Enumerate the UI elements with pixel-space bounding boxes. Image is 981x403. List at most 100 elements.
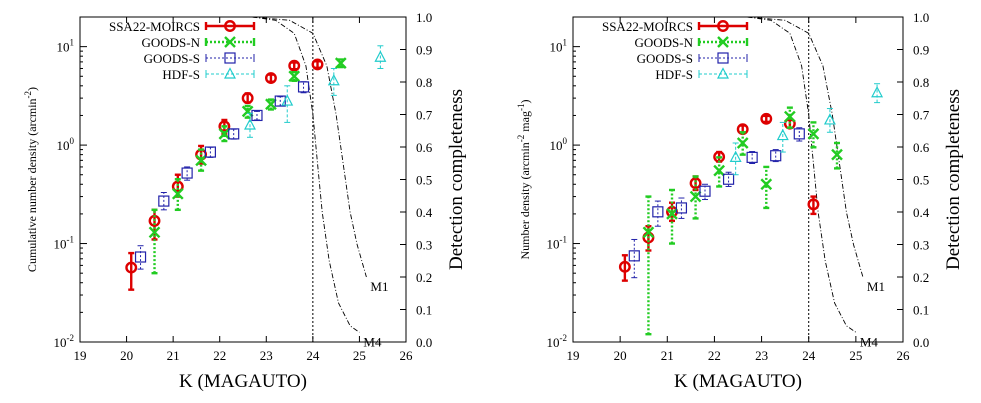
series-goods-n xyxy=(148,57,347,275)
y-tick-base: 10 xyxy=(547,335,560,350)
data-point xyxy=(736,131,749,156)
y2-tick-label: 0.2 xyxy=(913,270,929,285)
marker-square xyxy=(134,251,147,263)
marker-x-b xyxy=(218,128,231,140)
y-axis-label-part: ) xyxy=(25,87,39,91)
data-point xyxy=(311,58,324,71)
y-tick-exp: 0 xyxy=(563,136,568,146)
completeness-curve-M4 xyxy=(747,16,857,333)
x-tick-label: 23 xyxy=(260,348,273,363)
marker-x-b xyxy=(784,110,796,123)
y-axis-label: Cumulative number density (arcmin-2) xyxy=(23,87,39,272)
marker-x-b xyxy=(642,226,655,239)
y-tick-label: 100 xyxy=(550,136,568,153)
marker-square xyxy=(699,185,711,197)
x-tick-label: 23 xyxy=(755,348,768,363)
data-point xyxy=(689,175,702,220)
data-point xyxy=(793,127,805,142)
completeness-label: M1 xyxy=(867,279,885,294)
y-tick-base: 10 xyxy=(57,138,70,153)
chart-panel-2: 19 20 21 22 23 24 25 2610-210-11001010.00.10.20… xyxy=(516,10,964,392)
y-tick-label: 10-1 xyxy=(547,235,568,252)
marker-square xyxy=(224,52,236,64)
marker-circle xyxy=(689,177,702,190)
marker-x-b xyxy=(265,98,277,111)
y2-tick-label: 0.9 xyxy=(913,43,929,58)
y-tick-label: 100 xyxy=(57,136,75,153)
series-goods-s xyxy=(134,81,310,270)
x-tick-label: 26 xyxy=(897,348,911,363)
data-point xyxy=(181,166,193,181)
y2-tick-label: 0.7 xyxy=(913,108,930,123)
x-tick-label: 20 xyxy=(120,348,133,363)
y2-tick-label: 1.0 xyxy=(913,10,929,25)
marker-x-b xyxy=(736,137,749,149)
y-axis-label: Number density (arcmin-2 mag-1) xyxy=(516,100,532,260)
data-point xyxy=(618,254,631,282)
completeness-label: M4 xyxy=(363,334,382,349)
plot-frame xyxy=(572,16,904,343)
data-point xyxy=(218,125,231,143)
marker-triangle xyxy=(374,50,387,62)
data-point xyxy=(760,165,773,210)
data-point xyxy=(297,81,310,94)
data-point xyxy=(204,146,216,158)
data-point xyxy=(746,151,758,165)
y2-tick-label: 0.3 xyxy=(416,238,432,253)
completeness-curve-M1 xyxy=(252,16,367,278)
x-tick-label: 24 xyxy=(802,348,816,363)
y-tick-exp: -1 xyxy=(67,235,75,245)
data-point xyxy=(158,191,170,211)
y-tick-exp: 1 xyxy=(563,38,568,48)
y-tick-label: 10-2 xyxy=(547,333,568,350)
marker-triangle xyxy=(823,113,836,125)
legend-label: GOODS-S xyxy=(637,51,693,66)
marker-circle xyxy=(264,72,277,84)
x-axis-label: K (MAGAUTO) xyxy=(179,371,307,392)
marker-triangle xyxy=(717,67,729,79)
data-point xyxy=(195,148,207,172)
data-point xyxy=(642,195,655,336)
marker-x-b xyxy=(717,36,729,48)
data-point xyxy=(823,108,836,133)
completeness-curve-M1 xyxy=(747,16,864,278)
marker-square xyxy=(793,128,805,140)
data-point xyxy=(675,197,688,219)
y2-tick-label: 0.1 xyxy=(416,303,432,318)
x-tick-label: 19 xyxy=(567,348,580,363)
data-point xyxy=(374,45,387,69)
data-point xyxy=(274,95,286,107)
data-point xyxy=(689,175,702,192)
y-tick-exp: -1 xyxy=(560,235,568,245)
y-tick-base: 10 xyxy=(550,138,563,153)
data-point xyxy=(281,85,294,123)
marker-circle xyxy=(717,20,729,32)
x-tick-label: 20 xyxy=(614,348,627,363)
y2-tick-label: 0.2 xyxy=(416,270,432,285)
y2-axis-label: Detection completeness xyxy=(446,89,467,270)
data-point xyxy=(652,200,664,227)
completeness-label: M4 xyxy=(860,334,879,349)
legend-label: GOODS-S xyxy=(144,51,200,66)
marker-square xyxy=(181,167,193,179)
x-tick-label: 24 xyxy=(306,348,320,363)
data-point xyxy=(134,245,147,270)
data-point xyxy=(831,141,843,170)
data-point xyxy=(334,57,347,69)
y2-tick-label: 1.0 xyxy=(416,10,432,25)
data-point xyxy=(228,128,240,140)
marker-x-b xyxy=(171,187,184,200)
data-point xyxy=(729,142,742,176)
data-point xyxy=(264,72,277,84)
data-point xyxy=(241,92,254,105)
marker-square xyxy=(204,146,216,158)
y-tick-label: 101 xyxy=(57,38,75,55)
data-point xyxy=(807,195,820,216)
y-tick-base: 10 xyxy=(54,237,67,252)
x-tick-label: 19 xyxy=(74,348,87,363)
legend-label: SSA22-MOIRCS xyxy=(109,19,200,34)
plot-frame xyxy=(79,16,407,343)
data-point xyxy=(770,149,782,163)
marker-square xyxy=(675,202,688,214)
